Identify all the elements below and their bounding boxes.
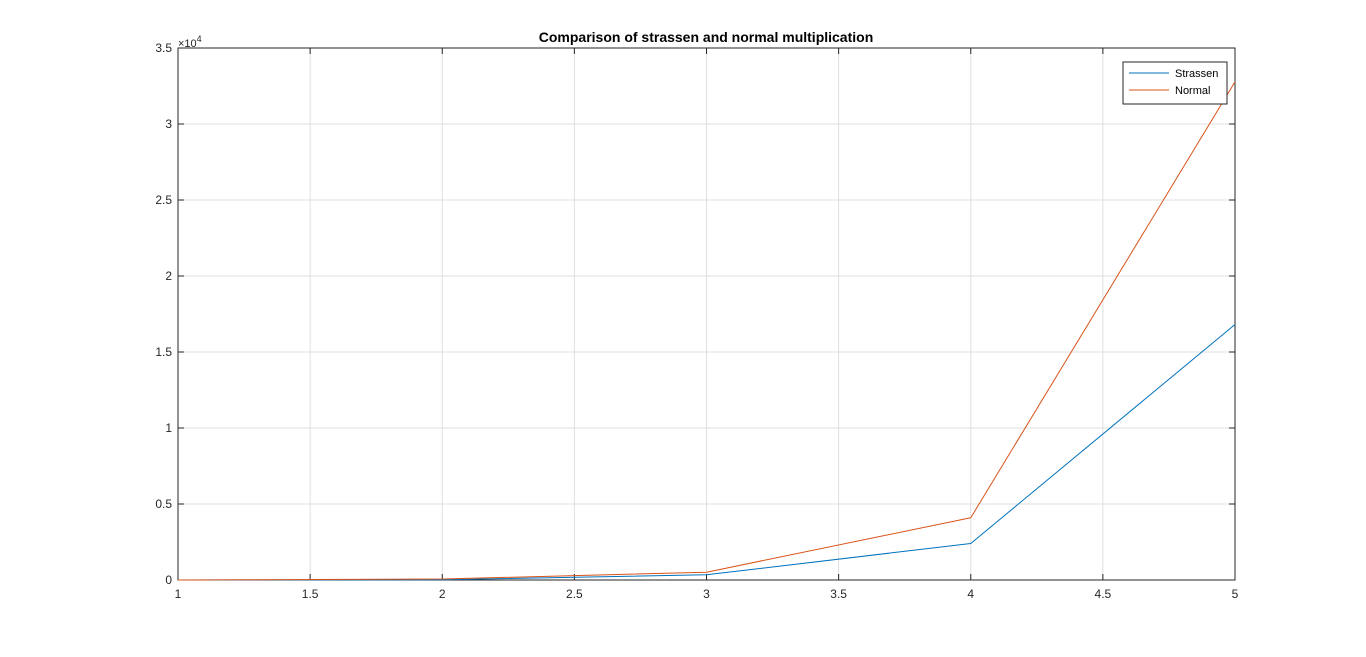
- x-tick-label: 2: [439, 587, 446, 601]
- legend-box: [1122, 61, 1228, 105]
- y-tick-label: 1.5: [155, 345, 172, 359]
- y-tick-label: 1: [165, 421, 172, 435]
- x-tick-label: 3: [703, 587, 710, 601]
- svg-text:×104: ×104: [178, 34, 202, 50]
- x-tick-label: 5: [1232, 587, 1239, 601]
- x-tick-label: 3.5: [830, 587, 847, 601]
- x-tick-label: 4.5: [1095, 587, 1112, 601]
- legend-label-normal: Normal: [1175, 85, 1210, 97]
- x-tick-label: 2.5: [566, 587, 583, 601]
- y-tick-label: 3: [165, 117, 172, 131]
- ticks: 1 1.5 2 2.5 3 3.5 4 4.5 5 0 0.5 1 1.5 2 2.5 3 3.5: [155, 41, 1238, 601]
- legend[interactable]: Strassen Normal: [1122, 61, 1228, 105]
- legend-label-strassen: Strassen: [1175, 68, 1218, 80]
- y-tick-label: 2.5: [155, 193, 172, 207]
- y-tick-label: 3.5: [155, 41, 172, 55]
- y-axis-exponent-label: ×104: [178, 34, 202, 50]
- x-tick-label: 1.5: [302, 587, 319, 601]
- chart-title: Comparison of strassen and normal multip…: [539, 29, 874, 45]
- y-tick-label: 0.5: [155, 497, 172, 511]
- x-tick-label: 4: [967, 587, 974, 601]
- x-tick-label: 1: [175, 587, 182, 601]
- y-tick-label: 0: [165, 573, 172, 587]
- grid: [178, 48, 1235, 580]
- series-lines: [177, 81, 1236, 581]
- series-line-normal: [177, 81, 1236, 581]
- y-tick-label: 2: [165, 269, 172, 283]
- y-exponent-power: 4: [197, 34, 202, 44]
- y-exponent-base: ×10: [178, 38, 197, 50]
